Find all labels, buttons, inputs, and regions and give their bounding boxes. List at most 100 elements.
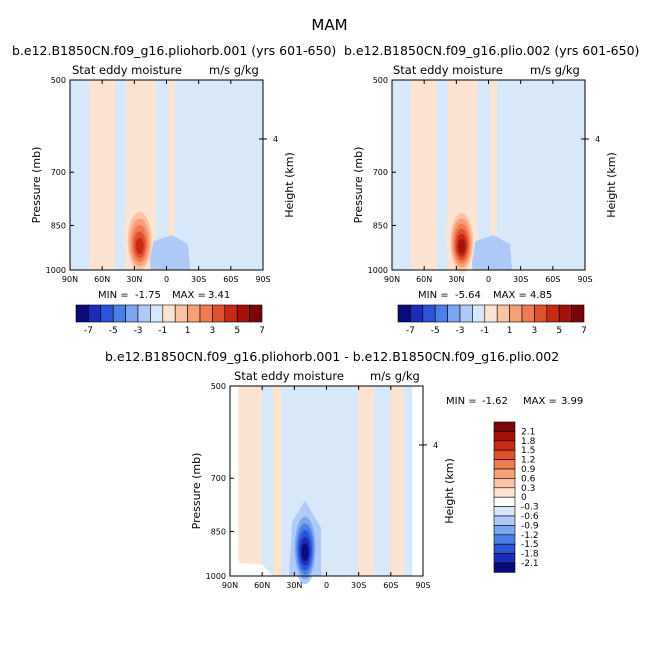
colorbar-box — [397, 304, 411, 323]
colorbar-box — [571, 304, 585, 323]
colorbar-box — [493, 449, 516, 460]
field-band — [115, 80, 126, 270]
colorbar-box — [212, 304, 226, 323]
field-band — [168, 80, 176, 270]
field-band — [490, 80, 498, 270]
x-tick-label: 90S — [577, 275, 592, 284]
field-band — [272, 386, 282, 576]
panel2-colorbar: -7 -5 -3 -1 1 3 5 7 — [397, 304, 587, 336]
field-band — [411, 80, 438, 270]
field-band — [262, 386, 273, 576]
y-axis-label: Pressure (mb) — [352, 147, 365, 224]
colorbar-box — [88, 304, 102, 323]
colorbar-label: -7 — [84, 326, 93, 336]
colorbar-label: -1.5 — [521, 540, 539, 550]
y-right-tick-label: 4 — [433, 441, 438, 450]
panel3-colorbar-boxes: 2.11.81.51.20.90.60.30-0.3-0.6-0.9-1.2-1… — [493, 421, 539, 573]
colorbar-box — [521, 304, 535, 323]
colorbar-label: 5 — [556, 326, 562, 336]
colorbar-box — [534, 304, 548, 323]
panel2-min-label: MIN = — [418, 290, 449, 301]
colorbar-box — [493, 478, 516, 489]
panel3-chart: 90N 60N 30N 0 30S 60S 90S 500 700 850 1000 4 Pressur… — [190, 382, 456, 590]
panel3-units: m/s g/kg — [370, 369, 420, 383]
page-title: MAM — [311, 16, 348, 34]
x-tick-label: 90N — [384, 275, 400, 284]
field-band — [394, 80, 412, 270]
panel3-title: b.e12.B1850CN.f09_g16.pliohorb.001 - b.e… — [105, 349, 560, 364]
x-tick-label: 90S — [415, 581, 430, 590]
panel2-chart: 90N 60N 30N 0 30S 60S 90S 500 700 850 1000 4 Pressur… — [352, 76, 618, 284]
colorbar-box — [112, 304, 126, 323]
field-core-level — [135, 237, 144, 255]
x-tick-label: 90N — [62, 275, 78, 284]
x-tick-label: 60N — [94, 275, 110, 284]
field-core-level — [458, 238, 466, 254]
panel1-colorbar: -7 -5 -3 -1 1 3 5 7 — [75, 304, 265, 336]
panel1-subtitle: Stat eddy moisture — [72, 63, 182, 77]
colorbar-box — [100, 304, 114, 323]
colorbar-label: -3 — [456, 326, 465, 336]
field-patch — [147, 234, 191, 270]
colorbar-box — [509, 304, 523, 323]
panel1-min-label: MIN = — [98, 290, 129, 301]
x-tick-label: 90S — [255, 275, 270, 284]
colorbar-label: 2.1 — [521, 427, 535, 437]
colorbar-box — [484, 304, 498, 323]
colorbar-label: -0.3 — [521, 503, 539, 513]
colorbar-label: -1 — [158, 326, 167, 336]
panel1-units: m/s g/kg — [209, 63, 259, 77]
field-band — [238, 386, 263, 576]
field-band — [358, 386, 375, 576]
colorbar-label: -1.8 — [521, 550, 539, 560]
colorbar-label: -5 — [431, 326, 440, 336]
y-tick-label: 500 — [51, 76, 66, 85]
colorbar-label: -1 — [480, 326, 489, 336]
panel1-chart: 90N 60N 30N 0 30S 60S 90S 500 700 850 1000 4 Pressur… — [30, 76, 296, 284]
colorbar-box — [459, 304, 473, 323]
x-tick-label: 30N — [286, 581, 302, 590]
x-tick-label: 60N — [416, 275, 432, 284]
colorbar-box — [493, 553, 516, 564]
colorbar-label: -1.2 — [521, 531, 539, 541]
colorbar-box — [493, 431, 516, 442]
y-tick-label: 700 — [373, 168, 388, 177]
x-tick-label: 60S — [223, 275, 238, 284]
colorbar-label: 0.3 — [521, 484, 535, 494]
colorbar-box — [162, 304, 176, 323]
colorbar-box — [472, 304, 486, 323]
x-tick-label: 30S — [351, 581, 366, 590]
y-tick-label: 1000 — [46, 266, 66, 275]
colorbar-box — [493, 525, 516, 536]
colorbar-label: -7 — [406, 326, 415, 336]
colorbar-box — [434, 304, 448, 323]
y-right-axis-label: Height (km) — [443, 458, 456, 524]
colorbar-label: 1.2 — [521, 456, 535, 466]
colorbar-label: -5 — [109, 326, 118, 336]
panel2-max-value: 4.85 — [530, 290, 553, 301]
panel3-max-label: MAX = — [523, 396, 557, 407]
panel1-max-value: 3.41 — [208, 290, 231, 301]
colorbar-box — [493, 496, 516, 507]
colorbar-box — [493, 534, 516, 545]
x-tick-label: 30S — [191, 275, 206, 284]
x-tick-label: 0 — [486, 275, 491, 284]
colorbar-box — [137, 304, 151, 323]
colorbar-box — [199, 304, 213, 323]
y-axis-label: Pressure (mb) — [190, 453, 203, 530]
panel3-subtitle: Stat eddy moisture — [234, 369, 344, 383]
y-tick-label: 850 — [211, 527, 226, 536]
colorbar-box — [410, 304, 424, 323]
y-right-axis-label: Height (km) — [283, 152, 296, 218]
panel1-max-label: MAX = — [172, 290, 206, 301]
colorbar-box — [493, 515, 516, 526]
colorbar-box — [125, 304, 139, 323]
panel2-colorbar-boxes: -7 -5 -3 -1 1 3 5 7 — [397, 304, 587, 336]
panel2-subtitle: Stat eddy moisture — [393, 63, 503, 77]
colorbar-box — [249, 304, 263, 323]
colorbar-box — [493, 459, 516, 470]
panel2-plot: 90N 60N 30N 0 30S 60S 90S 500 700 850 1000 4 Pressur… — [352, 76, 618, 284]
y-tick-label: 500 — [211, 382, 226, 391]
colorbar-label: 1 — [185, 326, 191, 336]
field-band — [437, 80, 448, 270]
